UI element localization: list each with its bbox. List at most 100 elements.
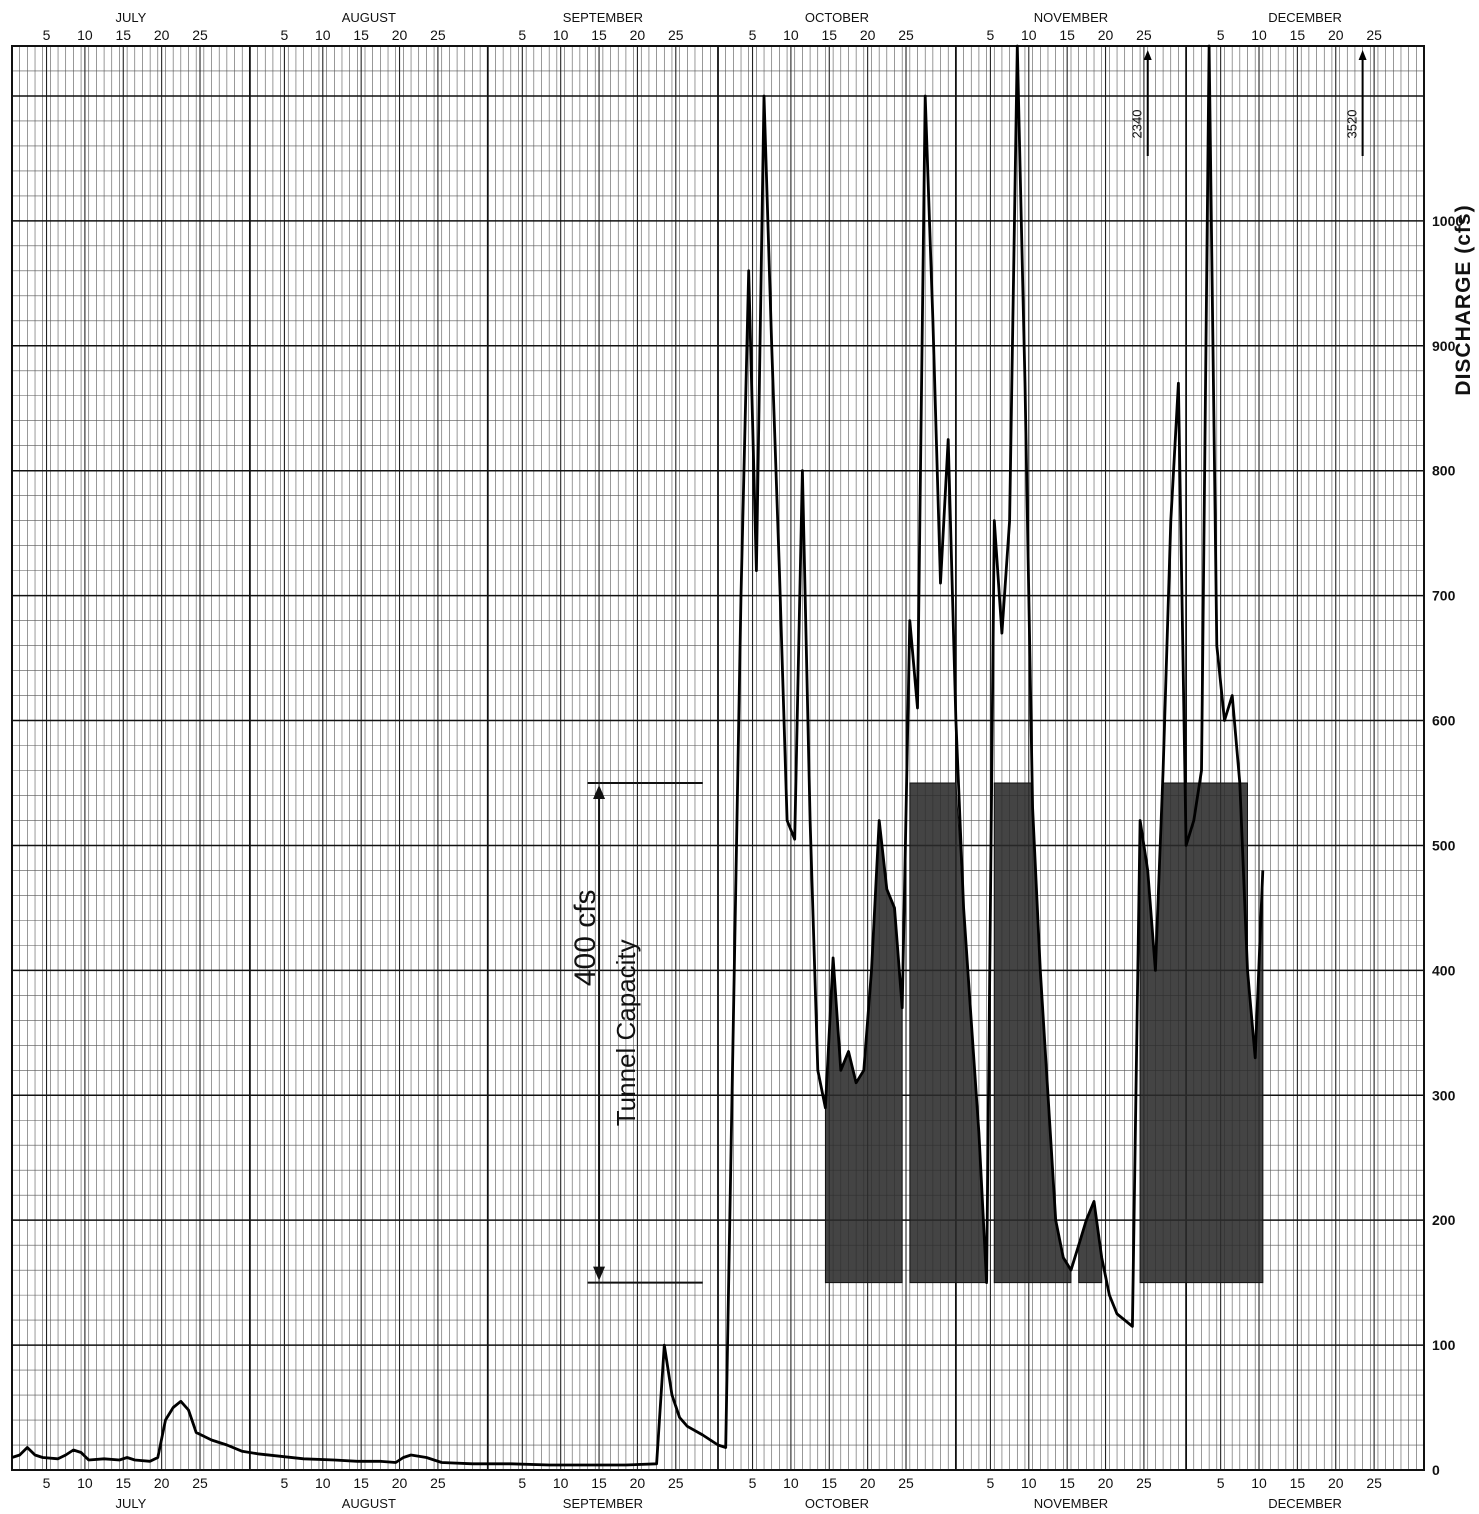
- day-tick-label: 10: [1251, 1475, 1267, 1491]
- day-tick-label: 25: [192, 1475, 208, 1491]
- discharge-series: [11, 44, 1265, 1467]
- month-label: OCTOBER: [805, 10, 869, 25]
- day-tick-label: 5: [749, 27, 757, 43]
- discharge-line: [11, 44, 1265, 1467]
- day-tick-label: 15: [115, 27, 131, 43]
- month-label: OCTOBER: [805, 1496, 869, 1511]
- day-tick-label: 10: [1021, 27, 1037, 43]
- day-tick-label: 10: [315, 1475, 331, 1491]
- day-tick-label: 20: [1328, 27, 1344, 43]
- day-tick-label: 15: [821, 1475, 837, 1491]
- day-tick-label: 25: [1136, 27, 1152, 43]
- day-tick-label: 15: [821, 27, 837, 43]
- month-label: SEPTEMBER: [563, 1496, 643, 1511]
- day-tick-label: 10: [77, 27, 93, 43]
- peak-arrow-head: [1143, 50, 1152, 60]
- day-tick-label: 15: [1290, 27, 1306, 43]
- peak-annotations: 2340 3520: [1130, 50, 1367, 156]
- day-tick-label: 20: [860, 27, 876, 43]
- month-label: DECEMBER: [1268, 1496, 1342, 1511]
- peak-label: 2340: [1130, 110, 1145, 139]
- day-tick-label: 20: [1098, 1475, 1114, 1491]
- day-tick-label: 10: [77, 1475, 93, 1491]
- day-tick-label: 5: [43, 27, 51, 43]
- y-tick-label: 1000: [1432, 213, 1463, 229]
- day-tick-label: 5: [1217, 1475, 1225, 1491]
- y-tick-label: 900: [1432, 338, 1456, 354]
- day-tick-label: 10: [315, 27, 331, 43]
- day-tick-label: 20: [392, 1475, 408, 1491]
- month-label: NOVEMBER: [1034, 1496, 1108, 1511]
- day-tick-label: 10: [783, 1475, 799, 1491]
- day-tick-label: 25: [430, 1475, 446, 1491]
- day-tick-label: 20: [154, 1475, 170, 1491]
- day-tick-label: 5: [1217, 27, 1225, 43]
- y-axis-label: DISCHARGE (cfs): [1452, 204, 1475, 395]
- y-tick-label: 0: [1432, 1462, 1440, 1478]
- discharge-axis: 0 100 200 300 400 500 600 700 800 900 1000: [1432, 213, 1463, 1478]
- day-tick-label: 10: [783, 27, 799, 43]
- day-tick-label: 5: [281, 1475, 289, 1491]
- day-tick-label: 5: [281, 27, 289, 43]
- day-tick-label: 15: [1059, 1475, 1075, 1491]
- day-tick-label: 15: [115, 1475, 131, 1491]
- day-tick-label: 25: [1366, 1475, 1382, 1491]
- day-tick-label: 25: [898, 1475, 914, 1491]
- day-tick-label: 25: [668, 27, 684, 43]
- day-tick-label: 20: [630, 27, 646, 43]
- peak-arrow-head: [1358, 50, 1367, 60]
- day-tick-label: 5: [518, 1475, 526, 1491]
- day-tick-label: 20: [392, 27, 408, 43]
- day-tick-label: 5: [749, 1475, 757, 1491]
- day-tick-label: 5: [518, 27, 526, 43]
- day-tick-label: 20: [1328, 1475, 1344, 1491]
- peak-label: 3520: [1345, 110, 1360, 139]
- y-tick-label: 500: [1432, 837, 1456, 853]
- bottom-date-axis: JULY 5 10 15 20 25 AUGUST 5 10 15 20 25 SEPTEMBER 5 10…: [43, 1475, 1382, 1511]
- capacity-arrow-up: [593, 784, 606, 799]
- day-tick-label: 15: [1290, 1475, 1306, 1491]
- month-label: DECEMBER: [1268, 10, 1342, 25]
- y-tick-label: 700: [1432, 588, 1456, 604]
- day-tick-label: 25: [1136, 1475, 1152, 1491]
- day-tick-label: 10: [1021, 1475, 1037, 1491]
- day-tick-label: 15: [1059, 27, 1075, 43]
- day-tick-label: 25: [1366, 27, 1382, 43]
- month-label: NOVEMBER: [1034, 10, 1108, 25]
- y-tick-label: 800: [1432, 463, 1456, 479]
- day-tick-label: 25: [668, 1475, 684, 1491]
- day-tick-label: 5: [43, 1475, 51, 1491]
- day-tick-label: 10: [553, 27, 569, 43]
- y-tick-label: 400: [1432, 962, 1456, 978]
- day-tick-label: 20: [860, 1475, 876, 1491]
- y-tick-label: 600: [1432, 713, 1456, 729]
- day-tick-label: 15: [591, 27, 607, 43]
- day-tick-label: 20: [1098, 27, 1114, 43]
- top-date-axis: JULY 5 10 15 20 25 AUGUST 5 10 15 20 25 SEPTEMBER 5 10…: [43, 10, 1382, 43]
- day-tick-label: 5: [987, 27, 995, 43]
- month-label: SEPTEMBER: [563, 10, 643, 25]
- day-tick-label: 15: [591, 1475, 607, 1491]
- day-tick-label: 10: [1251, 27, 1267, 43]
- day-tick-label: 25: [192, 27, 208, 43]
- y-tick-label: 100: [1432, 1337, 1456, 1353]
- day-tick-label: 25: [430, 27, 446, 43]
- day-tick-label: 20: [630, 1475, 646, 1491]
- capacity-value-label: 400 cfs: [569, 889, 602, 986]
- day-tick-label: 20: [154, 27, 170, 43]
- day-tick-label: 15: [353, 1475, 369, 1491]
- month-label: AUGUST: [342, 1496, 396, 1511]
- day-tick-label: 25: [898, 27, 914, 43]
- tunnel-capacity-annotation: 400 cfs Tunnel Capacity: [569, 781, 703, 1284]
- plot-frame: [11, 45, 1425, 1471]
- month-label: JULY: [116, 1496, 147, 1511]
- capacity-text-label: Tunnel Capacity: [611, 939, 641, 1126]
- y-tick-label: 200: [1432, 1212, 1456, 1228]
- y-tick-label: 300: [1432, 1087, 1456, 1103]
- day-tick-label: 5: [987, 1475, 995, 1491]
- month-label: AUGUST: [342, 10, 396, 25]
- day-tick-label: 10: [553, 1475, 569, 1491]
- month-label: JULY: [116, 10, 147, 25]
- day-tick-label: 15: [353, 27, 369, 43]
